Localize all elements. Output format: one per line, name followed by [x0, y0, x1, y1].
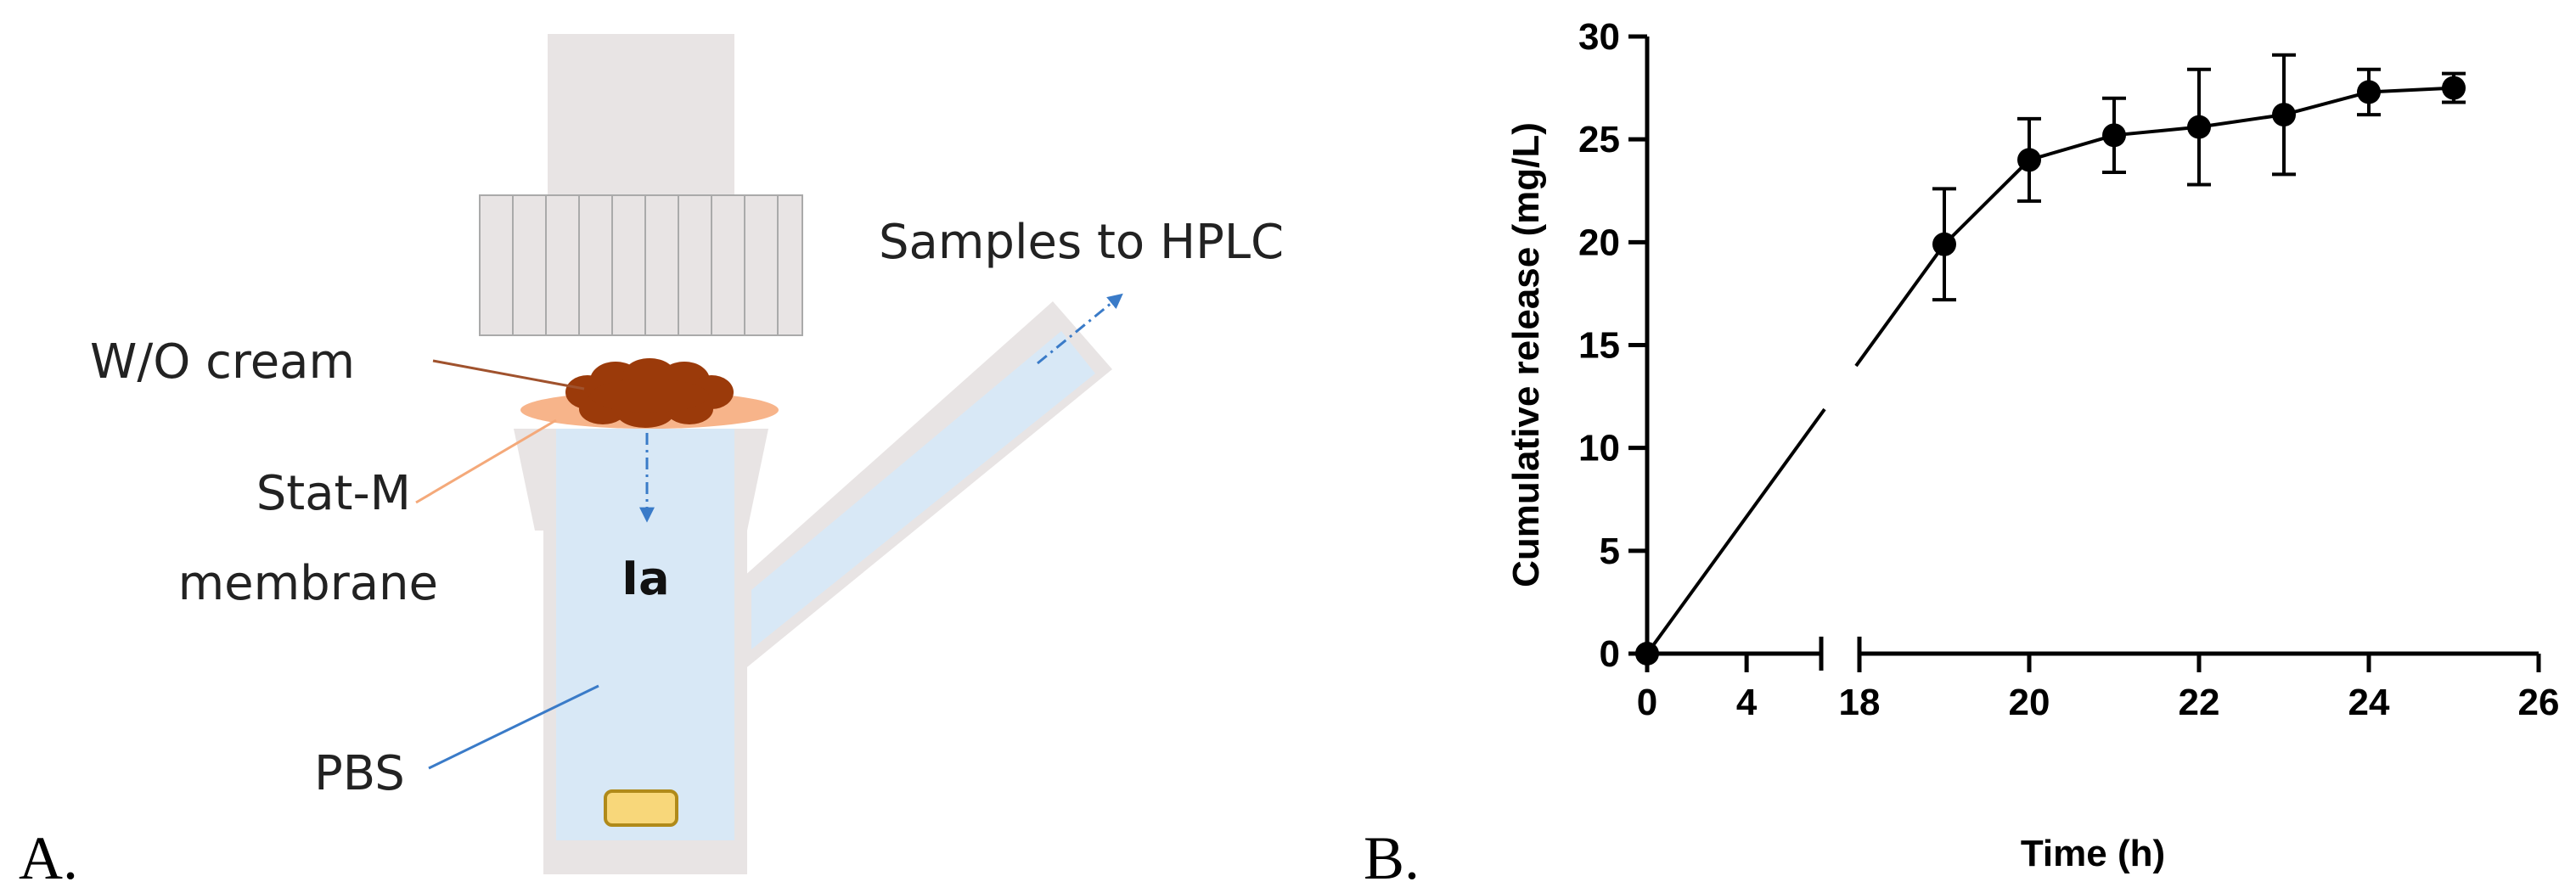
- series-line-segment: [1854, 243, 1946, 368]
- release-chart: 0 5 10 15 20 25 30 0 4 18 20 22 24 26 Time (h) Cumula…: [1505, 16, 2559, 874]
- pbs-label: PBS: [314, 746, 405, 801]
- y-tick-label: 25: [1578, 119, 1620, 160]
- membrane-label-line1: Stat-M: [256, 466, 411, 521]
- data-point: [1635, 642, 1659, 666]
- pbs-leader: [428, 684, 599, 770]
- x-tick-label: 0: [1637, 682, 1657, 723]
- franz-cell-diagram: Samples to HPLC W/O cream Stat-M membran…: [90, 34, 1284, 874]
- x-tick-label: 24: [2348, 682, 2390, 723]
- panel-a-letter: A.: [19, 824, 78, 892]
- data-point: [2187, 115, 2211, 139]
- data-point: [2017, 148, 2041, 172]
- donor-cap-block: [548, 34, 734, 195]
- series-line-segment: [1645, 407, 1826, 655]
- x-tick-label: 26: [2518, 682, 2560, 723]
- sampling-arrow: [1037, 293, 1123, 365]
- stir-bar: [604, 789, 678, 827]
- y-tick-label: 15: [1578, 325, 1620, 367]
- chart-axes: [1645, 37, 2539, 671]
- x-axis-title: Time (h): [2021, 833, 2165, 874]
- cream-label: W/O cream: [90, 334, 355, 390]
- x-tick-label: 18: [1839, 682, 1881, 723]
- compound-label: Ia: [622, 552, 670, 605]
- y-tick-label: 20: [1578, 222, 1620, 263]
- data-point: [2272, 103, 2296, 127]
- y-tick-label: 5: [1600, 531, 1620, 572]
- series-line-group: [1645, 86, 2455, 655]
- y-tick-label: 0: [1600, 633, 1620, 675]
- receptor-fluid: [556, 429, 734, 840]
- data-point: [2357, 80, 2381, 104]
- data-point: [2442, 76, 2466, 100]
- data-points: [1635, 76, 2466, 666]
- x-tick-label: 20: [2009, 682, 2050, 723]
- y-axis-title: Cumulative release (mg/L): [1505, 122, 1547, 587]
- clamp-ribs: [512, 195, 779, 335]
- y-tick-label: 10: [1578, 428, 1620, 469]
- membrane-leader: [415, 418, 557, 504]
- cream-leader: [432, 359, 585, 390]
- w-o-cream-blob: [565, 358, 734, 428]
- samples-label: Samples to HPLC: [879, 215, 1284, 270]
- panel-b-letter: B.: [1364, 824, 1420, 892]
- membrane-label-line2: membrane: [178, 556, 438, 611]
- data-point: [1932, 232, 1956, 256]
- sampling-arm-fluid: [751, 331, 1095, 649]
- y-tick-label: 30: [1578, 16, 1620, 58]
- x-tick-label: 4: [1736, 682, 1758, 723]
- x-tick-label: 22: [2179, 682, 2220, 723]
- ribbed-clamp: [479, 194, 803, 336]
- chart-ticks: 0 5 10 15 20 25 30 0 4 18 20 22 24 26: [1578, 16, 2559, 723]
- data-point: [2102, 123, 2126, 148]
